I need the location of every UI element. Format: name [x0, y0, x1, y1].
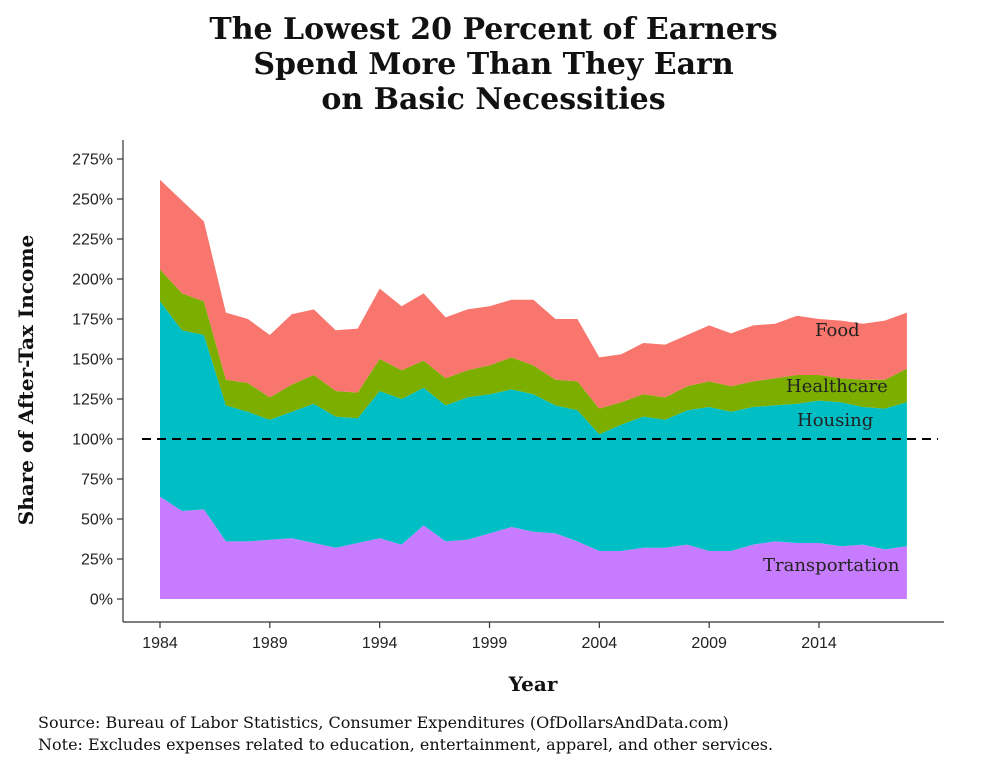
transportation-area-label: Transportation	[763, 555, 900, 576]
y-tick-label: 50%	[81, 512, 113, 529]
healthcare-area-label: Healthcare	[786, 376, 888, 397]
y-tick-label: 150%	[72, 352, 113, 369]
y-axis-ticks: 0% 25% 50% 75% 100% 125% 150% 175% 200% 225% 250% 2…	[72, 152, 123, 609]
transportation-area	[160, 496, 907, 599]
y-axis-title: Share of After-Tax Income	[14, 235, 38, 525]
y-tick-label: 25%	[81, 552, 113, 569]
y-tick-label: 125%	[72, 392, 113, 409]
exclusion-note: Note: Excludes expenses related to educa…	[38, 735, 774, 754]
axes	[122, 140, 944, 623]
y-tick-label: 75%	[81, 472, 113, 489]
housing-area-label: Housing	[797, 410, 873, 431]
food-area-label: Food	[815, 320, 860, 341]
chart-title-line-3: on Basic Necessities	[321, 82, 666, 117]
chart-title-line-1: The Lowest 20 Percent of Earners	[209, 12, 778, 47]
y-tick-label: 100%	[72, 432, 113, 449]
x-tick-label: 1984	[142, 635, 178, 652]
x-tick-label: 2009	[691, 635, 727, 652]
y-tick-label: 275%	[72, 152, 113, 169]
x-tick-label: 2004	[582, 635, 618, 652]
x-tick-label: 1994	[362, 635, 398, 652]
y-tick-label: 0%	[90, 592, 113, 609]
area-layers	[160, 179, 907, 599]
x-tick-label: 1999	[472, 635, 508, 652]
x-tick-label: 2014	[801, 635, 837, 652]
y-tick-label: 175%	[72, 312, 113, 329]
x-axis-ticks: 1984 1989 1994 1999 2004 2009 2014	[142, 622, 837, 652]
x-tick-label: 1989	[252, 635, 288, 652]
chart-title: The Lowest 20 Percent of Earners Spend M…	[0, 12, 987, 117]
chart-title-line-2: Spend More Than They Earn	[253, 47, 734, 82]
healthcare-area	[160, 269, 907, 435]
y-tick-label: 225%	[72, 232, 113, 249]
x-axis-title: Year	[508, 672, 558, 696]
source-note: Source: Bureau of Labor Statistics, Cons…	[38, 713, 729, 732]
chart-footer: Source: Bureau of Labor Statistics, Cons…	[38, 712, 773, 756]
housing-area	[160, 301, 907, 551]
y-tick-label: 250%	[72, 192, 113, 209]
food-area	[160, 179, 907, 409]
y-tick-label: 200%	[72, 272, 113, 289]
